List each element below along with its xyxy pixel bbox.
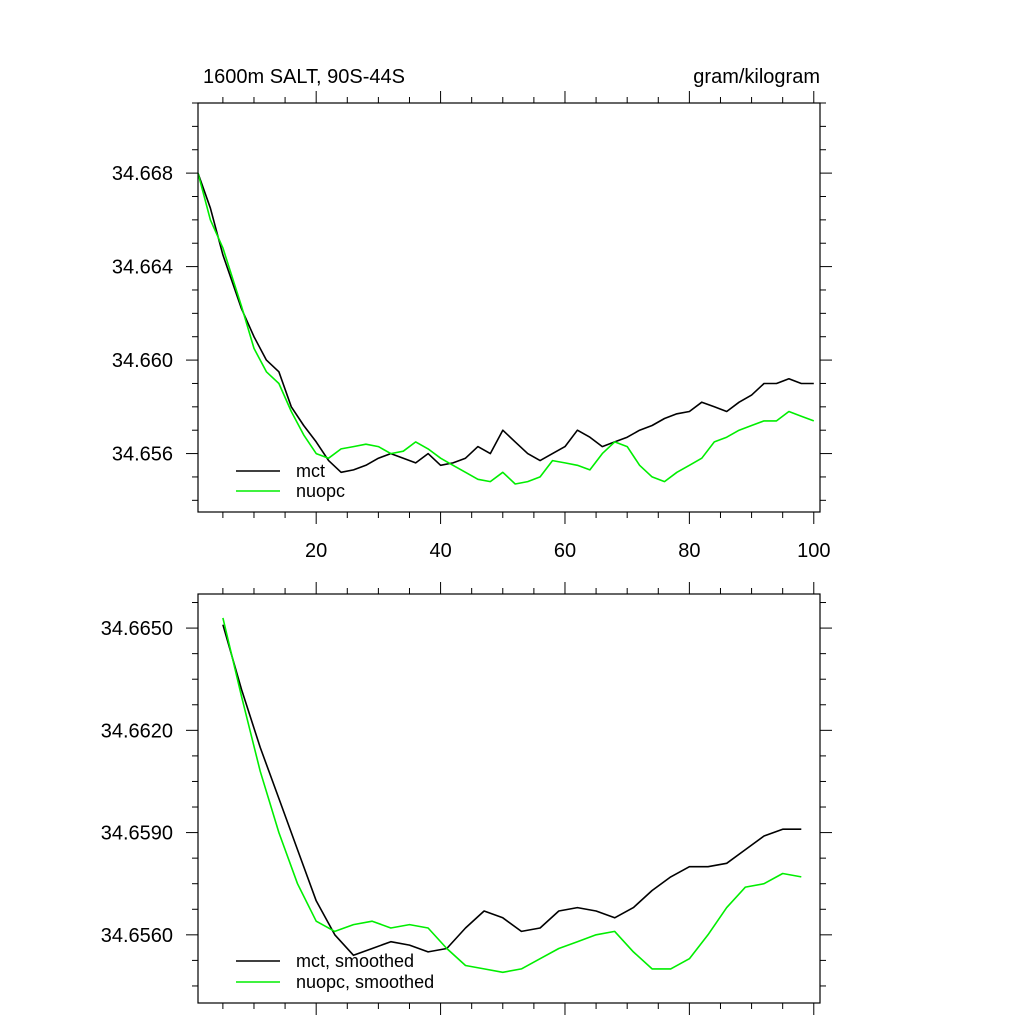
bottom-panel-series (222, 617, 802, 974)
legend-label-nuopc: nuopc (296, 481, 345, 501)
top-x-tick-label: 60 (554, 540, 576, 562)
bottom-panel: 34.6560 34.6590 34.6620 34.6650 mct, smooth… (101, 582, 832, 1015)
top-panel-legend: mct nuopc (236, 461, 345, 501)
bottom-panel-ticks: 34.6560 34.6590 34.6620 34.6650 (101, 582, 832, 1015)
top-y-tick-label: 34.660 (112, 350, 173, 372)
top-x-tick-label: 100 (797, 540, 830, 562)
bottom-y-tick-label: 34.6620 (101, 720, 173, 742)
legend-label-nuopc-smoothed: nuopc, smoothed (296, 972, 434, 992)
bottom-y-tick-label: 34.6590 (101, 823, 173, 845)
top-x-tick-label: 80 (678, 540, 700, 562)
top-y-tick-label: 34.656 (112, 444, 173, 466)
top-panel-frame (197, 102, 821, 513)
top-y-tick-label: 34.668 (112, 163, 173, 185)
bottom-panel-legend: mct, smoothed nuopc, smoothed (236, 951, 434, 992)
top-x-tick-label: 40 (429, 540, 451, 562)
bottom-y-tick-label: 34.6560 (101, 925, 173, 947)
top-y-tick-label: 34.664 (112, 257, 173, 279)
legend-label-mct-smoothed: mct, smoothed (296, 951, 414, 971)
bottom-series-line-0 (222, 624, 802, 957)
bottom-y-tick-label: 34.6650 (101, 618, 173, 640)
legend-label-mct: mct (296, 461, 325, 481)
top-series-line-1 (197, 172, 815, 485)
bottom-series-line-1 (222, 617, 802, 974)
bottom-panel-frame (197, 593, 821, 1004)
top-panel-ticks: 20 40 60 80 100 34.656 34.660 34.664 34.668 (112, 91, 832, 562)
top-panel-series (197, 172, 815, 485)
top-panel-units: gram/kilogram (693, 66, 820, 88)
top-series-line-0 (197, 172, 814, 474)
top-panel-title: 1600m SALT, 90S-44S (203, 66, 405, 88)
top-x-tick-label: 20 (305, 540, 327, 562)
top-panel: 1600m SALT, 90S-44S gram/kilogram 20 40 60… (112, 66, 832, 562)
